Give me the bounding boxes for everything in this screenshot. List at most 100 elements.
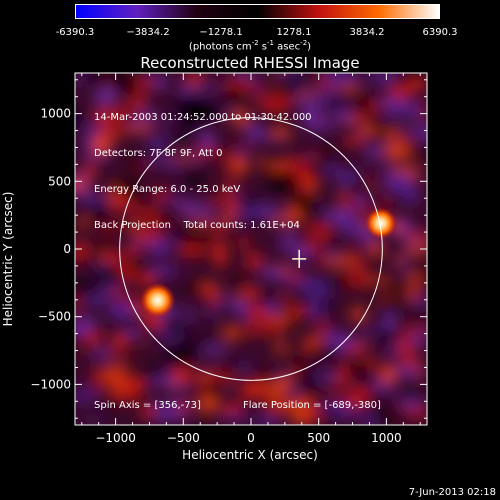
noise-blob <box>145 132 170 152</box>
noise-blob <box>200 342 228 357</box>
noise-blob <box>327 402 346 415</box>
plot-title: Reconstructed RHESSI Image <box>140 54 360 72</box>
noise-blob <box>316 322 332 334</box>
noise-blob <box>383 313 396 331</box>
info-line-energy: Energy Range: 6.0 - 25.0 keV <box>94 184 241 195</box>
noise-blob <box>256 155 267 169</box>
noise-blob <box>148 377 181 386</box>
noise-blob <box>402 230 427 242</box>
noise-blob <box>257 402 280 409</box>
noise-blob <box>241 285 259 300</box>
noise-blob <box>394 136 419 144</box>
noise-blob <box>346 366 371 382</box>
units-text-2: s <box>258 41 268 53</box>
noise-blob <box>323 165 343 175</box>
noise-blob <box>228 144 255 151</box>
noise-blob <box>338 83 362 93</box>
noise-blob <box>329 390 352 397</box>
noise-blob <box>229 359 242 372</box>
noise-blob <box>371 388 390 400</box>
noise-blob <box>97 73 128 83</box>
noise-blob <box>267 114 285 125</box>
noise-blob <box>298 278 330 295</box>
noise-blob <box>407 147 427 157</box>
noise-blob <box>207 195 221 208</box>
noise-blob <box>382 348 403 357</box>
noise-blob <box>405 270 424 288</box>
noise-blob <box>116 299 130 319</box>
x-axis-label: Heliocentric X (arcsec) <box>182 448 318 462</box>
noise-blob <box>223 182 241 192</box>
noise-blob <box>234 274 245 289</box>
noise-blob <box>178 308 197 320</box>
noise-blob <box>128 94 148 112</box>
y-tick-label: 0 <box>63 242 71 256</box>
noise-blob <box>242 380 267 398</box>
noise-blob <box>207 381 225 396</box>
x-tick-label: 0 <box>247 431 255 445</box>
noise-blob <box>373 73 398 86</box>
noise-blob <box>325 255 356 269</box>
noise-blob <box>75 386 99 404</box>
noise-blob <box>157 202 179 223</box>
noise-blob <box>408 78 427 90</box>
noise-blob <box>129 119 143 128</box>
units-sup-3: -2 <box>300 39 308 47</box>
noise-blob <box>147 264 180 277</box>
noise-blob <box>149 237 171 258</box>
units-sup-2: -1 <box>267 39 274 47</box>
noise-blob <box>128 204 141 216</box>
noise-blob <box>94 265 123 285</box>
y-axis-label: Heliocentric Y (arcsec) <box>1 191 15 327</box>
noise-blob <box>75 216 91 229</box>
noise-blob <box>80 194 104 204</box>
noise-blob <box>380 129 404 140</box>
noise-blob <box>284 230 295 249</box>
footer-timestamp: 7-Jun-2013 02:18 <box>408 487 496 498</box>
noise-blob <box>112 287 128 301</box>
noise-blob <box>170 368 190 382</box>
noise-blob <box>232 303 249 314</box>
noise-blob <box>172 228 201 244</box>
units-text-4: ) <box>307 41 312 53</box>
noise-blob <box>110 391 139 401</box>
noise-blob <box>414 328 425 348</box>
noise-blob <box>289 348 306 369</box>
noise-blob <box>268 126 294 141</box>
noise-blob <box>150 187 172 201</box>
noise-blob <box>380 366 397 385</box>
flare-source <box>364 207 398 240</box>
noise-blob <box>284 273 305 282</box>
noise-blob <box>101 396 113 414</box>
noise-blob <box>370 241 383 258</box>
colorbar-tick-label: −1278.1 <box>199 27 243 38</box>
noise-blob <box>378 200 394 208</box>
noise-blob <box>176 241 209 259</box>
y-tick-label: 500 <box>48 174 71 188</box>
noise-blob <box>396 365 421 379</box>
noise-blob <box>344 342 368 357</box>
colorbar-tick-label: −3834.2 <box>126 27 170 38</box>
colorbar-tick-label: -6390.3 <box>55 27 95 38</box>
noise-blob <box>376 325 399 343</box>
spin-axis-marker <box>292 249 307 268</box>
noise-blob <box>365 323 378 339</box>
y-tick-label: 1000 <box>40 107 71 121</box>
colorbar-tick-label: 6390.3 <box>422 27 458 38</box>
x-tick-label: −500 <box>167 431 200 445</box>
noise-blob <box>178 201 208 217</box>
units-sup-1: -2 <box>251 39 259 47</box>
noise-blob <box>224 90 250 106</box>
noise-blob <box>220 171 246 180</box>
noise-blob <box>167 157 180 173</box>
noise-blob <box>75 280 98 298</box>
noise-blob <box>302 110 323 130</box>
info-line-detectors: Detectors: 7F 8F 9F, Att 0 <box>94 148 223 159</box>
noise-blob <box>88 73 104 81</box>
noise-blob <box>96 121 126 142</box>
noise-blob <box>221 75 251 95</box>
noise-blob <box>88 203 112 221</box>
noise-blob <box>402 385 421 401</box>
noise-blob <box>274 73 304 79</box>
noise-blob <box>240 327 269 335</box>
